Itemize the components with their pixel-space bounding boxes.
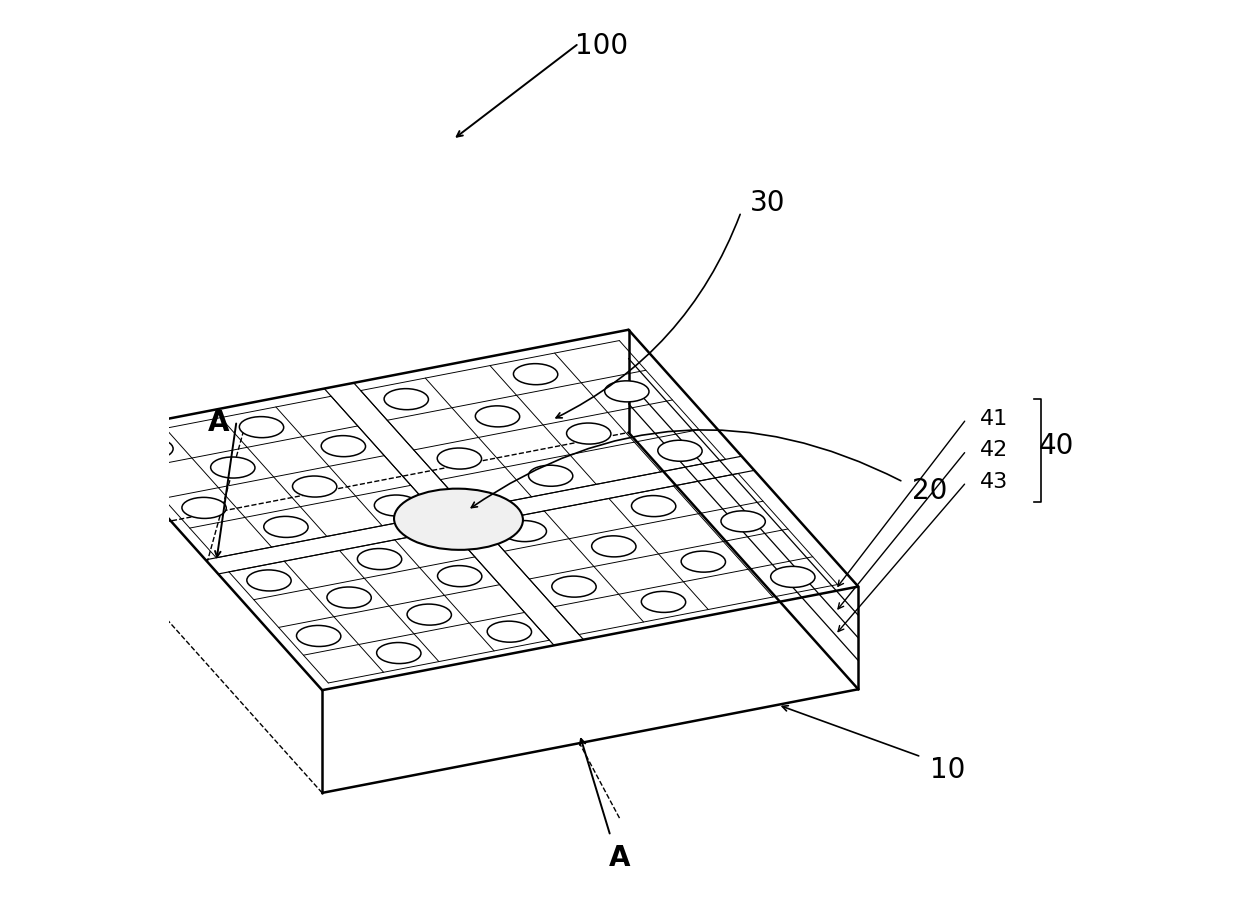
Ellipse shape bbox=[377, 642, 421, 663]
Ellipse shape bbox=[502, 521, 546, 542]
Ellipse shape bbox=[247, 570, 291, 591]
Ellipse shape bbox=[394, 488, 523, 550]
Ellipse shape bbox=[592, 536, 636, 557]
Text: 42: 42 bbox=[980, 441, 1009, 460]
Text: A: A bbox=[608, 844, 631, 872]
Ellipse shape bbox=[182, 497, 227, 518]
Ellipse shape bbox=[211, 457, 255, 478]
Ellipse shape bbox=[658, 441, 703, 461]
Text: 100: 100 bbox=[575, 32, 628, 59]
Ellipse shape bbox=[476, 405, 519, 427]
Ellipse shape bbox=[632, 496, 675, 516]
Text: 10: 10 bbox=[930, 756, 965, 785]
Ellipse shape bbox=[321, 435, 366, 457]
Ellipse shape bbox=[129, 438, 173, 459]
Ellipse shape bbox=[264, 516, 309, 537]
Ellipse shape bbox=[296, 625, 341, 647]
Ellipse shape bbox=[292, 476, 337, 497]
Ellipse shape bbox=[437, 448, 482, 469]
Ellipse shape bbox=[437, 566, 482, 587]
Text: 40: 40 bbox=[1038, 432, 1074, 460]
Text: 20: 20 bbox=[912, 477, 948, 505]
Text: 41: 41 bbox=[980, 409, 1009, 429]
Ellipse shape bbox=[408, 604, 451, 625]
Ellipse shape bbox=[327, 587, 372, 608]
Ellipse shape bbox=[384, 388, 429, 410]
Ellipse shape bbox=[513, 364, 558, 385]
Text: 30: 30 bbox=[750, 188, 786, 217]
Text: A: A bbox=[208, 409, 229, 438]
Ellipse shape bbox=[771, 567, 815, 587]
Text: 43: 43 bbox=[980, 472, 1009, 492]
Ellipse shape bbox=[681, 551, 726, 572]
Ellipse shape bbox=[374, 495, 419, 516]
Ellipse shape bbox=[605, 381, 649, 402]
Ellipse shape bbox=[642, 591, 685, 613]
Ellipse shape bbox=[239, 416, 284, 438]
Ellipse shape bbox=[551, 576, 596, 597]
Ellipse shape bbox=[487, 621, 532, 642]
Ellipse shape bbox=[529, 465, 572, 487]
Ellipse shape bbox=[566, 423, 611, 444]
Ellipse shape bbox=[721, 511, 766, 532]
Ellipse shape bbox=[357, 549, 401, 569]
